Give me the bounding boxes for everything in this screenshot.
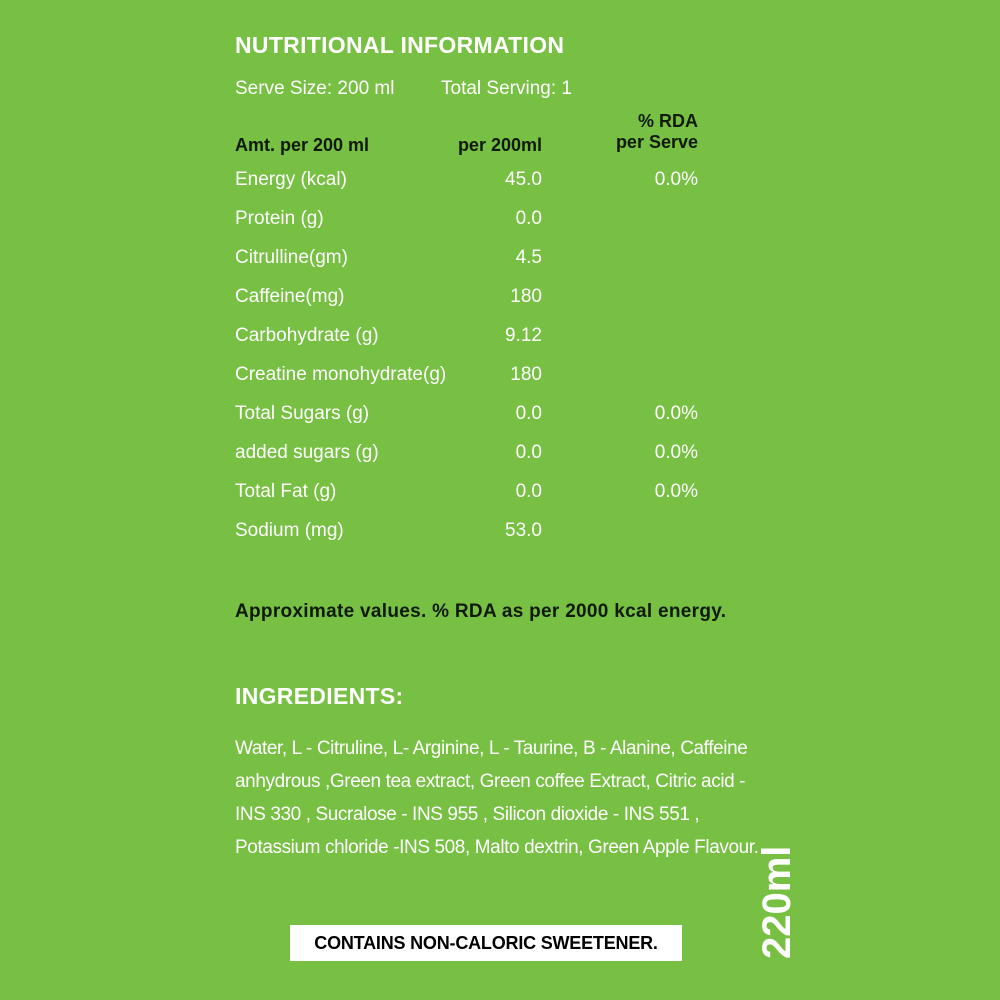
nutrient-value: 0.0: [515, 481, 542, 502]
table-row: added sugars (g) 0.0 0.0%: [0, 442, 1000, 466]
nutrient-name: Energy (kcal): [235, 169, 347, 190]
column-header-per: per 200ml: [457, 135, 542, 155]
nutrient-value: 53.0: [505, 520, 542, 541]
table-row: Creatine monohydrate(g) 180: [0, 364, 1000, 388]
table-row: Total Sugars (g) 0.0 0.0%: [0, 403, 1000, 427]
nutrient-value: 45.0: [505, 169, 542, 190]
nutrient-value: 0.0: [515, 442, 542, 463]
table-row: Citrulline(gm) 4.5: [0, 247, 1000, 271]
nutrient-name: Protein (g): [235, 208, 324, 229]
nutrient-value: 180: [510, 286, 542, 307]
rda-note: Approximate values. % RDA as per 2000 kc…: [235, 601, 727, 622]
column-header-name: Amt. per 200 ml: [235, 135, 370, 155]
nutrient-name: added sugars (g): [235, 442, 379, 463]
volume-label: 220ml: [755, 845, 799, 959]
nutrient-name: Creatine monohydrate(g): [235, 364, 447, 385]
serve-size: Serve Size: 200 ml: [235, 78, 395, 99]
nutrient-value: 4.5: [515, 247, 542, 268]
table-row: Caffeine(mg) 180: [0, 286, 1000, 310]
nutrient-name: Total Fat (g): [235, 481, 337, 502]
ingredients-text: Water, L - Citruline, L- Arginine, L - T…: [235, 738, 759, 858]
nutrient-rda: 0.0%: [654, 481, 698, 502]
column-header-rda-line1: % RDA: [637, 111, 698, 131]
nutrient-value: 0.0: [515, 403, 542, 424]
nutrient-name: Citrulline(gm): [235, 247, 348, 268]
nutrient-name: Sodium (mg): [235, 520, 344, 541]
table-row: Carbohydrate (g) 9.12: [0, 325, 1000, 349]
column-header-rda: % RDA per Serve: [560, 111, 698, 153]
nutrient-rda: 0.0%: [654, 442, 698, 463]
nutrient-name: Carbohydrate (g): [235, 325, 379, 346]
nutrient-name: Total Sugars (g): [235, 403, 370, 424]
nutrient-name: Caffeine(mg): [235, 286, 345, 307]
nutrition-title: NUTRITIONAL INFORMATION: [235, 32, 565, 58]
column-header-rda-line2: per Serve: [615, 132, 698, 152]
table-row: Sodium (mg) 53.0: [0, 520, 1000, 544]
total-serving: Total Serving: 1: [441, 78, 572, 99]
sweetener-warning-badge: CONTAINS NON-CALORIC SWEETENER.: [290, 925, 682, 961]
nutrient-rda: 0.0%: [654, 169, 698, 190]
table-row: Energy (kcal) 45.0 0.0%: [0, 169, 1000, 193]
nutrient-value: 0.0: [515, 208, 542, 229]
nutrient-rda: 0.0%: [654, 403, 698, 424]
nutrient-value: 9.12: [505, 325, 542, 346]
ingredients-title: INGREDIENTS:: [235, 683, 404, 709]
table-row: Protein (g) 0.0: [0, 208, 1000, 232]
nutrient-value: 180: [510, 364, 542, 385]
table-row: Total Fat (g) 0.0 0.0%: [0, 481, 1000, 505]
